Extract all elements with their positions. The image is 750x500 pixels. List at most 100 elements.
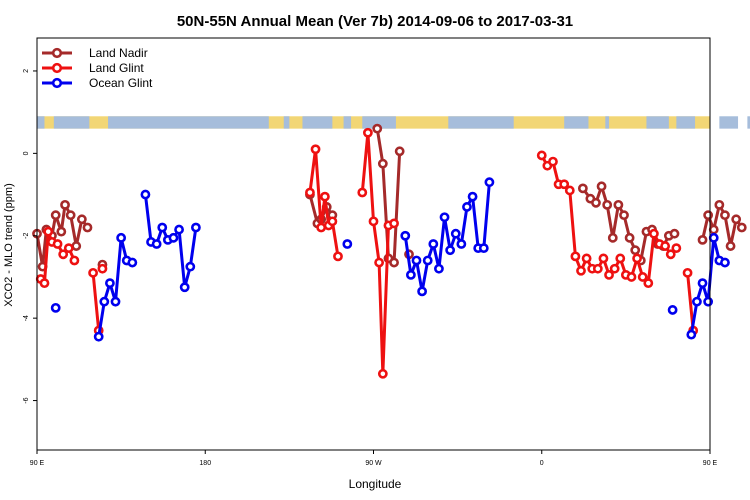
data-point <box>703 210 714 221</box>
series-line <box>97 236 133 337</box>
series-line <box>689 236 726 335</box>
data-point <box>422 255 433 266</box>
data-point <box>439 212 450 223</box>
data-point <box>394 146 405 157</box>
legend-label: Land Glint <box>89 61 144 75</box>
data-point <box>720 210 730 221</box>
data-point <box>389 257 399 268</box>
data-point <box>667 305 678 315</box>
data-point <box>450 228 461 239</box>
data-point <box>76 214 87 225</box>
data-point <box>174 224 184 235</box>
data-point <box>43 226 54 237</box>
data-point <box>692 296 702 307</box>
data-point <box>110 296 121 307</box>
band-ocean-segment <box>108 116 269 129</box>
data-point <box>708 224 719 235</box>
data-point <box>536 150 547 161</box>
data-point <box>467 191 478 202</box>
series-ocean-glint <box>50 177 730 342</box>
chart-title: 50N-55N Annual Mean (Ver 7b) 2014-09-06 … <box>177 13 573 30</box>
data-point <box>58 249 69 260</box>
series-line <box>91 272 101 331</box>
data-point <box>643 278 654 289</box>
data-point <box>456 239 467 249</box>
data-point <box>649 228 659 239</box>
data-point <box>372 123 383 134</box>
band-ocean-segment <box>448 116 514 129</box>
data-point <box>731 214 742 225</box>
series-land-nadir <box>32 123 747 272</box>
data-point <box>428 239 439 249</box>
data-point <box>405 269 416 280</box>
data-point <box>377 158 388 169</box>
data-point <box>736 222 747 233</box>
data-point <box>581 253 592 264</box>
data-point <box>630 245 641 256</box>
data-point <box>168 232 179 243</box>
data-point <box>632 253 642 264</box>
data-point <box>185 261 196 272</box>
data-point <box>682 267 693 278</box>
data-point <box>703 296 714 307</box>
plot-frame <box>36 37 711 451</box>
data-point <box>417 286 428 297</box>
legend-label: Ocean Glint <box>89 76 153 90</box>
legend-marker <box>51 62 63 74</box>
data-point <box>613 199 624 210</box>
x-tick-label: 0 <box>540 460 544 467</box>
band-ocean-segment <box>362 116 396 129</box>
y-tick-label: -4 <box>23 315 30 321</box>
y-tick-label: -6 <box>23 397 30 403</box>
data-point <box>660 241 671 251</box>
data-point <box>65 210 76 221</box>
band-ocean-segment <box>564 116 589 129</box>
data-point <box>52 239 63 249</box>
data-point <box>140 189 151 200</box>
data-point <box>607 232 618 243</box>
data-point <box>116 232 127 243</box>
legend-item: Ocean Glint <box>42 76 153 90</box>
data-point <box>105 278 115 289</box>
data-point <box>445 245 456 256</box>
data-point <box>191 222 201 233</box>
data-point <box>179 282 190 293</box>
legend-item: Land Glint <box>42 61 144 75</box>
x-axis: 90 E 180 90 W 0 90 E <box>30 450 718 467</box>
data-point <box>602 199 613 210</box>
data-point <box>478 243 489 254</box>
data-point <box>99 296 110 307</box>
data-point <box>305 187 315 198</box>
data-point <box>609 263 620 274</box>
legend-marker <box>51 47 63 59</box>
data-point <box>71 241 82 251</box>
data-point <box>63 243 74 254</box>
data-point <box>377 368 388 379</box>
data-point <box>374 257 385 268</box>
data-point <box>637 272 648 282</box>
data-point <box>564 185 575 196</box>
data-point <box>714 199 725 210</box>
band-ocean-segment <box>676 116 696 129</box>
band-ocean-segment <box>646 116 669 129</box>
data-point <box>342 239 353 249</box>
data-point <box>411 255 422 266</box>
data-point <box>725 241 736 251</box>
data-point <box>615 253 626 264</box>
y-tick-label: 2 <box>23 69 30 73</box>
series-line <box>308 147 340 257</box>
data-point <box>400 230 411 241</box>
legend-item: Land Nadir <box>42 46 148 60</box>
band-ocean-segment <box>302 116 333 129</box>
data-point <box>570 251 581 262</box>
y-tick-label: -2 <box>23 233 30 239</box>
x-tick-label: 90 E <box>703 460 718 467</box>
data-point <box>434 263 444 274</box>
data-point <box>362 127 373 138</box>
data-point <box>357 187 368 198</box>
data-point <box>591 197 601 208</box>
x-tick-label: 90 W <box>365 460 382 467</box>
data-point <box>548 156 558 167</box>
x-tick-label: 90 E <box>30 460 45 467</box>
